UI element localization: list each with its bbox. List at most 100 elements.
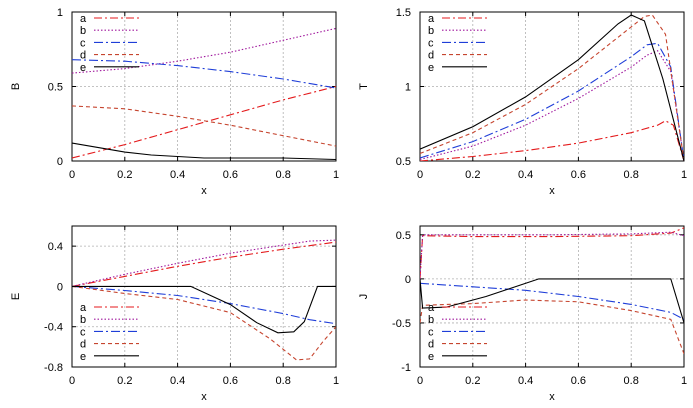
e-y-axis-label: E xyxy=(10,293,22,300)
t-series-e-line xyxy=(420,14,684,161)
b-legend-label-a: a xyxy=(80,13,87,25)
j-xtick-label-5: 1 xyxy=(681,375,687,387)
j-series-e-line xyxy=(420,278,684,324)
j-ytick-label-2: 0 xyxy=(405,274,411,286)
j-xtick-label-3: 0.6 xyxy=(571,375,586,387)
t-ytick-label-1: 1 xyxy=(405,82,411,94)
b-x-axis-label: x xyxy=(201,185,207,197)
j-series-b-line xyxy=(420,231,684,279)
e-series-c-line xyxy=(72,285,336,325)
j-legend-label-d: d xyxy=(428,339,434,351)
e-legend-label-c: c xyxy=(80,326,86,338)
t-xtick-label-5: 1 xyxy=(681,169,687,181)
b-series-a-line xyxy=(72,85,336,159)
b-series-e-line xyxy=(72,142,336,161)
b-legend-label-e: e xyxy=(80,62,86,74)
j-legend-label-e: e xyxy=(428,351,434,363)
b-series-d-line xyxy=(72,105,336,147)
j-legend-label-a: a xyxy=(428,302,435,314)
t-xtick-label-0: 0 xyxy=(417,169,423,181)
e-series-a-line xyxy=(72,241,336,287)
j-series-group xyxy=(420,227,684,354)
b-ytick-label-0: 0 xyxy=(57,156,63,168)
e-ytick-label-0: -0.8 xyxy=(44,362,63,374)
b-ytick-label-2: 1 xyxy=(57,7,63,19)
e-series-b-line xyxy=(72,239,336,287)
e-ytick-label-2: 0 xyxy=(57,281,63,293)
j-xtick-label-2: 0.4 xyxy=(518,375,533,387)
j-series-d-line xyxy=(420,299,684,354)
t-xtick-label-3: 0.6 xyxy=(571,169,586,181)
e-series-e-line xyxy=(72,285,336,334)
b-xtick-label-5: 1 xyxy=(333,169,339,181)
t-y-axis-label: T xyxy=(358,83,370,90)
t-xtick-label-4: 0.8 xyxy=(624,169,639,181)
e-ytick-label-1: -0.4 xyxy=(44,322,63,334)
e-legend-label-e: e xyxy=(80,351,86,363)
b-xtick-label-0: 0 xyxy=(69,169,75,181)
e-legend-label-b: b xyxy=(80,314,86,326)
b-y-axis-label: B xyxy=(10,83,22,90)
t-series-group xyxy=(420,14,684,161)
j-xtick-label-4: 0.8 xyxy=(624,375,639,387)
j-ytick-label-1: -0.5 xyxy=(392,318,411,330)
t-series-b-line xyxy=(420,50,684,161)
b-series-group xyxy=(72,27,336,161)
j-y-axis-label: J xyxy=(358,294,370,300)
t-legend-label-b: b xyxy=(428,25,434,37)
b-legend-label-c: c xyxy=(80,37,86,49)
b-xtick-label-1: 0.2 xyxy=(117,169,132,181)
t-series-d-line xyxy=(420,14,684,161)
t-x-axis-label: x xyxy=(549,185,555,197)
t-legend-label-e: e xyxy=(428,62,434,74)
t-series-c-line xyxy=(420,42,684,161)
e-series-d-line xyxy=(72,285,336,361)
b-legend-label-b: b xyxy=(80,25,86,37)
b-series-b-line xyxy=(72,27,336,74)
b-xtick-label-4: 0.8 xyxy=(276,169,291,181)
e-series-group xyxy=(72,239,336,361)
j-series-a-line xyxy=(420,227,684,279)
b-series-c-line xyxy=(72,59,336,89)
e-xtick-label-5: 1 xyxy=(333,375,339,387)
j-xtick-label-0: 0 xyxy=(417,375,423,387)
b-xtick-label-3: 0.6 xyxy=(223,169,238,181)
e-xtick-label-2: 0.4 xyxy=(170,375,185,387)
t-legend-label-c: c xyxy=(428,37,434,49)
b-legend-label-d: d xyxy=(80,50,86,62)
j-ytick-label-0: -1 xyxy=(401,362,411,374)
j-xtick-label-1: 0.2 xyxy=(465,375,480,387)
t-ytick-label-2: 1.5 xyxy=(396,7,411,19)
j-plot-frame xyxy=(419,225,685,368)
e-xtick-label-3: 0.6 xyxy=(223,375,238,387)
e-plot-frame xyxy=(71,225,337,368)
t-legend-label-a: a xyxy=(428,13,435,25)
j-series-c-line xyxy=(420,282,684,320)
t-ytick-label-0: 0.5 xyxy=(396,156,411,168)
t-xtick-label-2: 0.4 xyxy=(518,169,533,181)
e-xtick-label-0: 0 xyxy=(69,375,75,387)
b-xtick-label-2: 0.4 xyxy=(170,169,185,181)
j-legend-label-c: c xyxy=(428,326,434,338)
t-legend-label-d: d xyxy=(428,50,434,62)
e-xtick-label-4: 0.8 xyxy=(276,375,291,387)
e-x-axis-label: x xyxy=(201,391,207,403)
e-legend-label-d: d xyxy=(80,339,86,351)
j-x-axis-label: x xyxy=(549,391,555,403)
j-ytick-label-3: 0.5 xyxy=(396,230,411,242)
j-legend-label-b: b xyxy=(428,314,434,326)
e-ytick-label-3: 0.4 xyxy=(48,241,63,253)
e-legend-label-a: a xyxy=(80,302,87,314)
e-xtick-label-1: 0.2 xyxy=(117,375,132,387)
t-series-a-line xyxy=(420,120,684,161)
b-ytick-label-1: 0.5 xyxy=(48,82,63,94)
